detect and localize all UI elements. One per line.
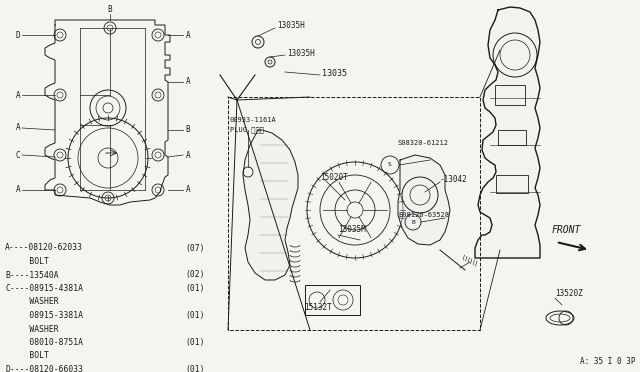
Text: 13035M: 13035M (338, 225, 365, 234)
Text: 08915-3381A: 08915-3381A (5, 311, 83, 320)
Text: S08320-61212: S08320-61212 (398, 140, 449, 146)
Text: -13042: -13042 (440, 176, 468, 185)
Text: (01): (01) (185, 311, 205, 320)
Bar (305, 285, 360, 315)
Text: A: A (186, 186, 190, 195)
Text: (01): (01) (185, 284, 205, 293)
Text: WASHER: WASHER (5, 324, 59, 334)
Text: A: A (16, 186, 20, 195)
Text: (01): (01) (185, 365, 205, 372)
Text: (02): (02) (185, 270, 205, 279)
Text: A: A (186, 31, 190, 39)
Text: B08120-63528: B08120-63528 (398, 212, 449, 218)
Polygon shape (243, 130, 298, 280)
Text: D----08120-66033: D----08120-66033 (5, 365, 83, 372)
Polygon shape (475, 7, 540, 258)
Text: 08010-8751A: 08010-8751A (5, 338, 83, 347)
Text: 13035: 13035 (322, 68, 347, 77)
Text: B: B (108, 6, 112, 15)
Text: D: D (16, 31, 20, 39)
Text: B: B (186, 125, 190, 135)
Text: (07): (07) (185, 244, 205, 253)
Text: B----13540A: B----13540A (5, 270, 59, 279)
Text: BOLT: BOLT (5, 257, 49, 266)
Polygon shape (398, 155, 450, 245)
Text: FRONT: FRONT (552, 225, 581, 235)
Text: 15132T: 15132T (304, 304, 332, 312)
Bar (496, 175, 528, 193)
Text: (01): (01) (185, 338, 205, 347)
Text: A----08120-62033: A----08120-62033 (5, 244, 83, 253)
Text: A: A (186, 77, 190, 87)
Text: A: A (186, 151, 190, 160)
Text: S: S (388, 163, 392, 167)
Text: 15020T: 15020T (320, 173, 348, 183)
Text: PLUG プラグ: PLUG プラグ (230, 127, 264, 133)
Text: B: B (411, 219, 415, 224)
Text: C: C (16, 151, 20, 160)
Text: 13035H: 13035H (287, 48, 315, 58)
Text: 00933-1161A: 00933-1161A (230, 117, 276, 123)
Text: WASHER: WASHER (5, 298, 59, 307)
Text: BOLT: BOLT (5, 352, 49, 360)
Text: A: 35 I 0 3P: A: 35 I 0 3P (579, 357, 635, 366)
Bar (495, 85, 525, 105)
Bar (498, 130, 526, 145)
Text: 13035H: 13035H (277, 22, 305, 31)
Text: A: A (16, 124, 20, 132)
Text: C----08915-4381A: C----08915-4381A (5, 284, 83, 293)
Text: 13520Z: 13520Z (555, 289, 583, 298)
Text: A: A (16, 90, 20, 99)
